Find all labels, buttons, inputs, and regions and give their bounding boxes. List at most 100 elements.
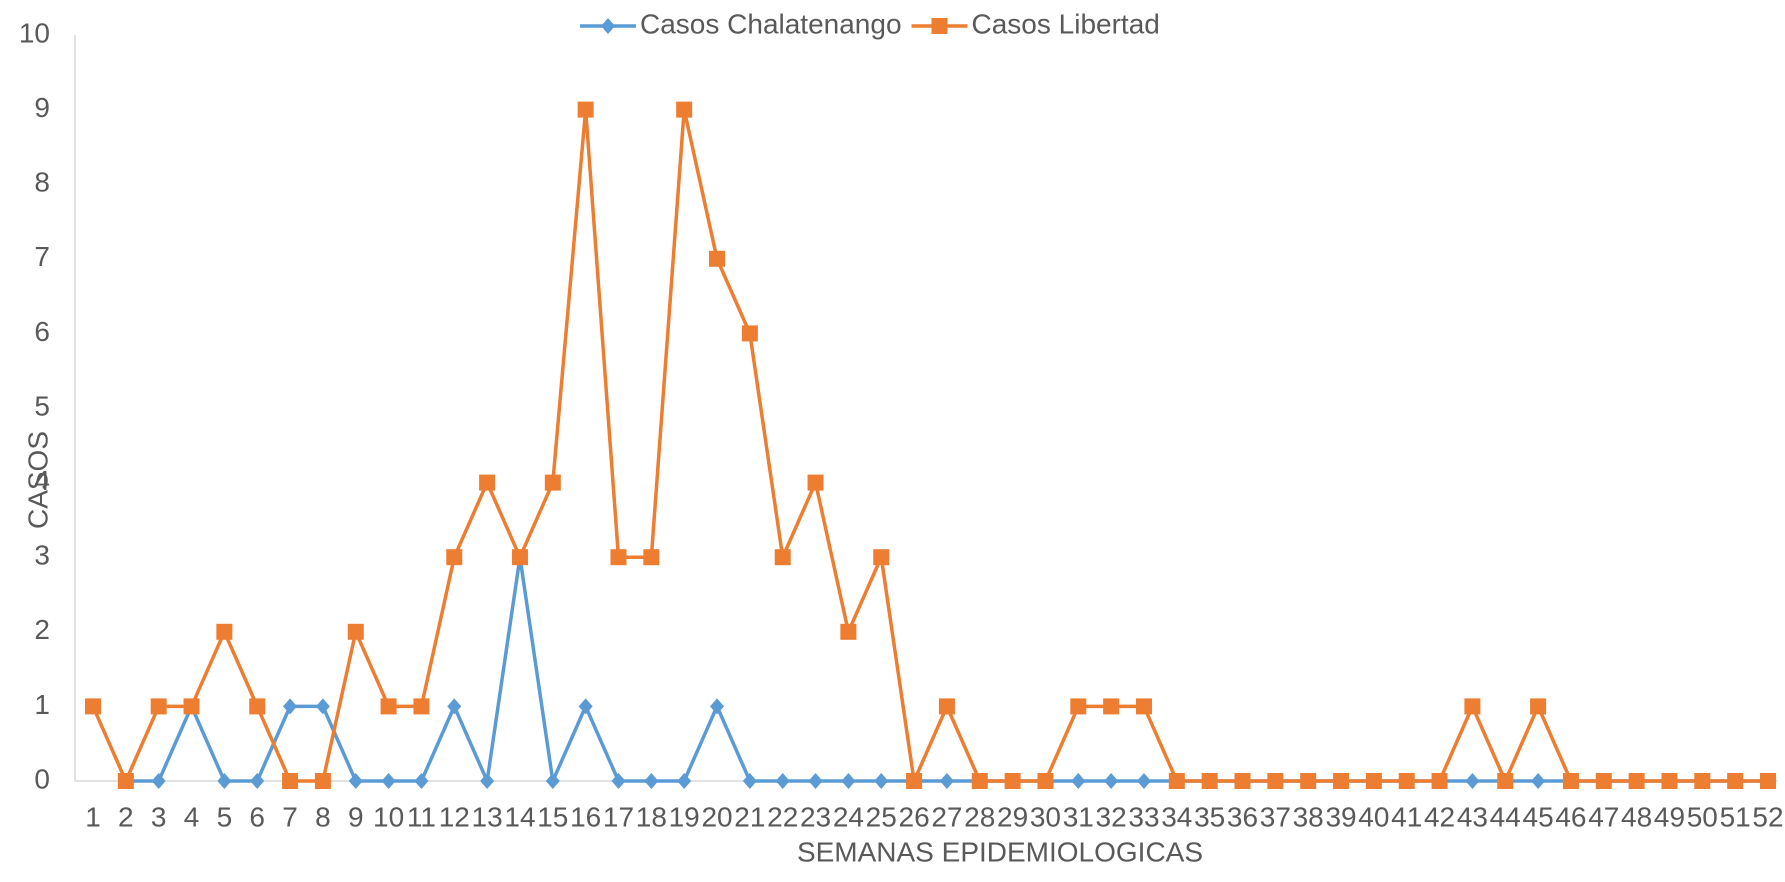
x-tick-label: 2 bbox=[118, 801, 134, 832]
marker bbox=[314, 773, 331, 789]
marker bbox=[1070, 698, 1087, 715]
marker bbox=[1464, 698, 1481, 715]
marker bbox=[380, 698, 397, 715]
marker bbox=[710, 698, 725, 715]
marker bbox=[413, 698, 430, 715]
x-tick-label: 6 bbox=[249, 801, 265, 832]
x-tick-label: 16 bbox=[570, 801, 601, 832]
marker bbox=[1727, 773, 1744, 789]
x-tick-label: 21 bbox=[734, 801, 765, 832]
marker bbox=[808, 773, 823, 789]
x-tick-label: 34 bbox=[1161, 801, 1192, 832]
x-tick-label: 52 bbox=[1752, 801, 1783, 832]
marker bbox=[447, 698, 462, 715]
marker bbox=[1267, 773, 1284, 789]
marker bbox=[601, 18, 615, 34]
marker bbox=[1365, 773, 1382, 789]
marker bbox=[283, 698, 298, 715]
x-tick-label: 15 bbox=[537, 801, 568, 832]
x-tick-label: 35 bbox=[1194, 801, 1225, 832]
marker bbox=[511, 549, 528, 566]
legend-label: Casos Libertad bbox=[972, 8, 1160, 39]
marker bbox=[931, 18, 948, 34]
x-tick-label: 23 bbox=[800, 801, 831, 832]
x-tick-label: 36 bbox=[1227, 801, 1258, 832]
x-tick-label: 12 bbox=[439, 801, 470, 832]
x-tick-label: 4 bbox=[184, 801, 200, 832]
x-tick-label: 10 bbox=[373, 801, 404, 832]
legend-item: Casos Libertad bbox=[911, 8, 1160, 39]
marker bbox=[840, 623, 857, 640]
marker bbox=[874, 773, 889, 789]
marker bbox=[939, 773, 954, 789]
marker bbox=[1037, 773, 1054, 789]
marker bbox=[1071, 773, 1086, 789]
x-tick-label: 43 bbox=[1457, 801, 1488, 832]
marker bbox=[1103, 698, 1120, 715]
y-axis-title: CASOS bbox=[22, 431, 53, 529]
series-line bbox=[91, 109, 1768, 788]
x-tick-label: 13 bbox=[472, 801, 503, 832]
marker bbox=[1136, 773, 1151, 789]
marker bbox=[1530, 698, 1547, 715]
marker bbox=[381, 773, 396, 789]
marker bbox=[742, 773, 757, 789]
marker bbox=[217, 773, 232, 789]
marker bbox=[677, 773, 692, 789]
marker bbox=[414, 773, 429, 789]
y-tick-label: 4 bbox=[34, 465, 50, 496]
marker bbox=[250, 773, 265, 789]
x-tick-label: 7 bbox=[282, 801, 298, 832]
marker bbox=[348, 773, 363, 789]
x-tick-label: 33 bbox=[1128, 801, 1159, 832]
x-tick-label: 42 bbox=[1424, 801, 1455, 832]
marker bbox=[1531, 773, 1546, 789]
marker bbox=[1661, 773, 1678, 789]
marker bbox=[183, 698, 200, 715]
marker bbox=[216, 623, 233, 640]
x-tick-label: 24 bbox=[833, 801, 864, 832]
x-tick-label: 41 bbox=[1391, 801, 1422, 832]
marker bbox=[282, 773, 299, 789]
x-tick-label: 26 bbox=[899, 801, 930, 832]
marker bbox=[150, 698, 167, 715]
x-tick-label: 22 bbox=[767, 801, 798, 832]
marker bbox=[1234, 773, 1251, 789]
series-markers bbox=[85, 101, 1776, 789]
x-tick-label: 8 bbox=[315, 801, 331, 832]
marker bbox=[480, 773, 495, 789]
marker bbox=[85, 698, 101, 715]
x-tick-label: 18 bbox=[636, 801, 667, 832]
marker bbox=[1004, 773, 1021, 789]
x-tick-label: 32 bbox=[1096, 801, 1127, 832]
x-tick-label: 49 bbox=[1654, 801, 1685, 832]
x-tick-label: 48 bbox=[1621, 801, 1652, 832]
marker bbox=[1465, 773, 1480, 789]
x-tick-label: 50 bbox=[1687, 801, 1718, 832]
marker bbox=[1595, 773, 1612, 789]
x-tick-label: 45 bbox=[1523, 801, 1554, 832]
legend-item: Casos Chalatenango bbox=[580, 8, 902, 39]
x-tick-label: 28 bbox=[964, 801, 995, 832]
x-tick-label: 3 bbox=[151, 801, 167, 832]
y-tick-label: 1 bbox=[34, 689, 50, 720]
x-tick-label: 27 bbox=[931, 801, 962, 832]
x-tick-label: 40 bbox=[1358, 801, 1389, 832]
y-tick-label: 7 bbox=[34, 241, 50, 272]
marker bbox=[446, 549, 463, 566]
x-tick-label: 17 bbox=[603, 801, 634, 832]
marker bbox=[1760, 773, 1776, 789]
marker bbox=[610, 549, 627, 566]
marker bbox=[479, 474, 496, 491]
series-markers bbox=[118, 549, 1775, 789]
x-tick-label: 20 bbox=[701, 801, 732, 832]
marker bbox=[775, 773, 790, 789]
marker bbox=[544, 474, 561, 491]
marker bbox=[577, 101, 594, 118]
y-tick-label: 2 bbox=[34, 614, 50, 645]
y-tick-label: 9 bbox=[34, 92, 50, 123]
x-tick-label: 38 bbox=[1293, 801, 1324, 832]
marker bbox=[1300, 773, 1317, 789]
x-tick-label: 14 bbox=[504, 801, 535, 832]
